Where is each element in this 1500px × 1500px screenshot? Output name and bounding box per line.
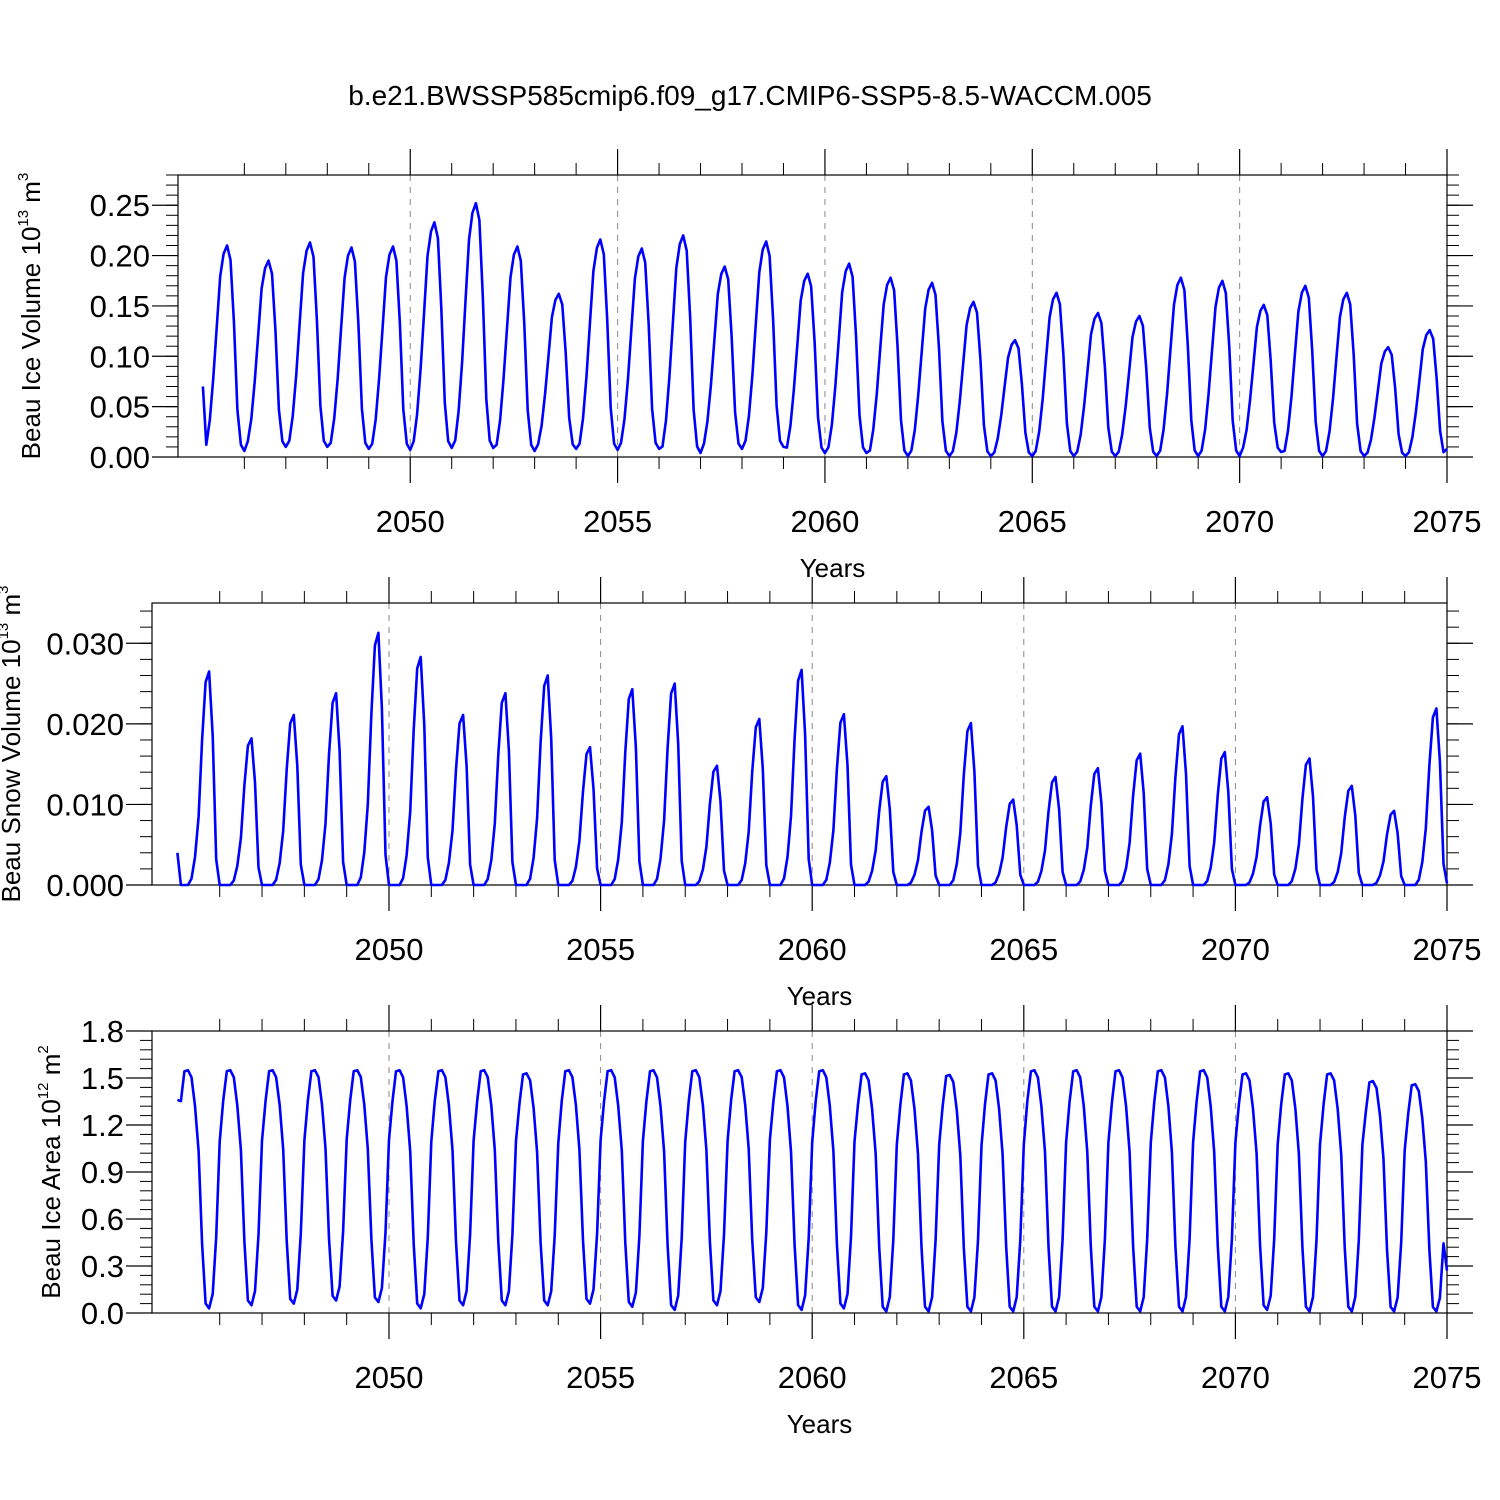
x-tick-label: 2070 (1201, 932, 1270, 967)
y-axis-title: Beau Ice Volume 1013 m3 (15, 173, 46, 460)
y-tick-label: 0.15 (90, 289, 150, 324)
y-axis-title-unit-exponent: 2 (35, 1045, 52, 1053)
y-axis-title-text: Beau Ice Volume 10 (16, 227, 46, 460)
y-axis-title-unit: m (0, 594, 26, 623)
y-axis-title-unit-exponent: 3 (0, 586, 12, 594)
x-tick-label: 2050 (355, 932, 424, 967)
y-axis-title-text: Beau Ice Area 10 (36, 1099, 66, 1298)
x-tick-label: 2060 (778, 1360, 847, 1395)
y-tick-label: 0.10 (90, 339, 150, 374)
y-tick-label: 0.6 (81, 1202, 124, 1237)
y-tick-label: 0.010 (46, 787, 124, 822)
series-line (176, 631, 1449, 887)
y-axis-title-text: Beau Snow Volume 10 (0, 639, 26, 902)
series-line (201, 201, 1448, 458)
y-tick-label: 0.020 (46, 707, 124, 742)
x-tick-label: 2070 (1205, 504, 1274, 539)
y-axis-title-exponent: 12 (35, 1083, 52, 1100)
x-tick-label: 2075 (1413, 932, 1482, 967)
y-tick-label: 0.05 (90, 390, 150, 425)
y-axis-title: Beau Snow Volume 1013 m3 (0, 586, 26, 903)
x-axis-title: Years (800, 553, 866, 583)
y-tick-label: 0.20 (90, 239, 150, 274)
x-tick-label: 2060 (778, 932, 847, 967)
y-tick-label: 0.030 (46, 626, 124, 661)
x-axis-title: Years (787, 1409, 853, 1439)
panel-ice-volume: 2050 2055 2060 2065 2070 2075 0.00 0.05 0.10 0.15… (15, 149, 1481, 583)
x-tick-label: 2050 (376, 504, 445, 539)
y-axis-title-exponent: 13 (15, 210, 32, 227)
x-tick-label: 2075 (1413, 1360, 1482, 1395)
x-tick-label: 2055 (583, 504, 652, 539)
y-tick-label: 1.8 (81, 1014, 124, 1049)
x-tick-label: 2075 (1413, 504, 1482, 539)
x-axis-title: Years (787, 981, 853, 1011)
y-axis-title: Beau Ice Area 1012 m2 (35, 1045, 66, 1298)
series-line (176, 1068, 1449, 1313)
y-tick-label: 0.00 (90, 440, 150, 475)
x-tick-label: 2055 (566, 932, 635, 967)
y-axis-title-unit-exponent: 3 (15, 173, 32, 181)
x-tick-label: 2050 (355, 1360, 424, 1395)
panel-ice-area: 2050 2055 2060 2065 2070 2075 0.0 0.3 0.6 0.9 1.2 1… (35, 1005, 1481, 1439)
y-tick-label: 0.3 (81, 1249, 124, 1284)
x-tick-label: 2060 (790, 504, 859, 539)
y-tick-label: 1.5 (81, 1061, 124, 1096)
y-tick-label: 0.000 (46, 868, 124, 903)
x-tick-label: 2065 (989, 932, 1058, 967)
x-tick-label: 2065 (989, 1360, 1058, 1395)
x-tick-label: 2055 (566, 1360, 635, 1395)
y-tick-label: 0.9 (81, 1155, 124, 1190)
y-tick-label: 0.0 (81, 1296, 124, 1331)
x-tick-label: 2065 (998, 504, 1067, 539)
y-axis-title-exponent: 13 (0, 623, 12, 640)
y-tick-label: 0.25 (90, 188, 150, 223)
y-axis-title-unit: m (16, 181, 46, 210)
figure-title: b.e21.BWSSP585cmip6.f09_g17.CMIP6-SSP5-8… (348, 80, 1152, 111)
y-tick-label: 1.2 (81, 1108, 124, 1143)
panel-snow-volume: 2050 2055 2060 2065 2070 2075 0.000 0.010 0.020 0… (0, 577, 1481, 1011)
y-axis-title-unit: m (36, 1054, 66, 1083)
plot-frame (151, 602, 1448, 886)
x-tick-label: 2070 (1201, 1360, 1270, 1395)
